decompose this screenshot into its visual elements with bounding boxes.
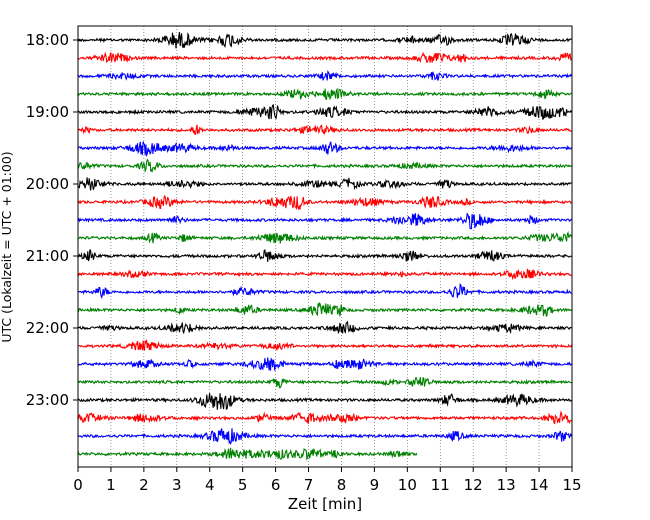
x-tick-label: 1 (106, 476, 116, 494)
x-tick-label: 7 (304, 476, 314, 494)
seismogram-trace (77, 393, 572, 411)
seismogram-trace (77, 70, 572, 81)
x-tick-label: 6 (271, 476, 281, 494)
x-tick-label: 4 (205, 476, 215, 494)
x-tick-label: 0 (73, 476, 83, 494)
y-tick-label: 19:00 (26, 103, 69, 121)
seismogram-trace (77, 338, 573, 352)
x-tick-label: 9 (370, 476, 380, 494)
x-tick-label: 10 (398, 476, 417, 494)
seismogram-trace (77, 357, 572, 371)
y-axis: 18:00 19:00 20:00 21:00 22:00 23:00 (26, 31, 78, 409)
seismogram-trace (77, 428, 573, 446)
x-tick-label: 12 (464, 476, 483, 494)
seismogram-trace (77, 283, 572, 300)
plot-frame (77, 25, 573, 468)
trace-group (77, 32, 573, 461)
x-tick-label: 11 (431, 476, 450, 494)
seismogram-trace (77, 141, 572, 158)
seismogram-trace (77, 249, 572, 262)
y-tick-label: 20:00 (26, 175, 69, 193)
y-tick-label: 22:00 (26, 319, 69, 337)
seismogram-trace (77, 158, 572, 174)
seismogram-trace (77, 104, 572, 121)
seismogram-trace (77, 177, 572, 191)
y-tick-label: 18:00 (26, 31, 69, 49)
x-tick-label: 14 (530, 476, 549, 494)
x-axis: 0 1 2 3 4 5 6 7 8 9 10 11 12 13 14 15 (73, 467, 582, 494)
x-tick-label: 13 (497, 476, 516, 494)
seismogram-trace (77, 376, 572, 389)
seismogram-trace (77, 87, 572, 101)
seismogram-trace (77, 230, 572, 244)
seismogram-trace (77, 124, 572, 135)
y-axis-label: UTC (Lokalzeit = UTC + 01:00) (0, 151, 14, 342)
seismogram-trace (77, 302, 572, 318)
seismogram-trace (77, 268, 572, 281)
x-tick-label: 15 (562, 476, 581, 494)
seismogram-trace (77, 32, 572, 49)
y-tick-label: 23:00 (26, 391, 69, 409)
seismogram-trace (77, 320, 572, 335)
seismogram-trace (77, 447, 418, 461)
seismogram-trace (77, 212, 572, 230)
seismogram-trace (77, 194, 572, 211)
y-tick-label: 21:00 (26, 247, 69, 265)
x-tick-label: 8 (337, 476, 347, 494)
seismogram-trace (77, 410, 572, 425)
x-tick-label: 2 (139, 476, 149, 494)
seismogram-trace (77, 51, 572, 64)
x-tick-label: 5 (238, 476, 248, 494)
x-tick-label: 3 (172, 476, 182, 494)
x-axis-label: Zeit [min] (288, 495, 362, 513)
